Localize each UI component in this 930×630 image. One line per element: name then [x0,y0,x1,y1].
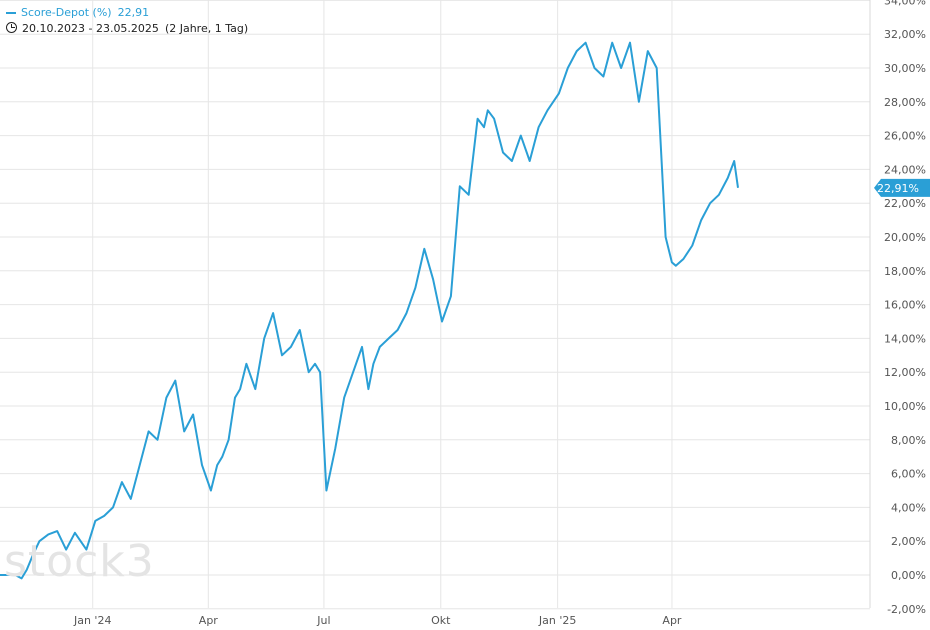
series-line-score-depot [0,41,739,580]
date-range-text: 20.10.2023 - 23.05.2025 [22,22,159,35]
legend-last-value: 22,91 [117,6,150,19]
grid-lines [0,0,871,610]
y-tick-label: 30,00% [884,62,926,75]
date-range-span: (2 Jahre, 1 Tag) [164,22,249,35]
y-tick-label: 8,00% [891,434,926,447]
y-tick-label: 0,00% [891,569,926,582]
y-tick-label: 16,00% [884,299,926,312]
y-tick-label: 18,00% [884,265,926,278]
x-tick-label: Okt [431,614,451,627]
y-tick-label: 34,00% [884,0,926,7]
clock-icon [6,22,17,33]
y-tick-label: 14,00% [884,332,926,345]
legend: Score-Depot (%) 22,91 [6,6,149,19]
y-tick-label: 32,00% [884,28,926,41]
date-range-info: 20.10.2023 - 23.05.2025 (2 Jahre, 1 Tag) [6,22,248,35]
legend-swatch [6,12,16,14]
y-tick-label: 24,00% [884,163,926,176]
y-tick-label: -2,00% [887,603,926,616]
y-tick-label: 28,00% [884,96,926,109]
y-tick-label: 6,00% [891,468,926,481]
y-tick-label: 22,00% [884,197,926,210]
y-tick-label: 4,00% [891,501,926,514]
x-tick-label: Jul [316,614,330,627]
legend-series-name: Score-Depot (%) [21,6,112,19]
x-tick-label: Jan '24 [73,614,111,627]
y-tick-label: 20,00% [884,231,926,244]
x-tick-label: Apr [662,614,682,627]
watermark-logo: stock3 [4,536,155,587]
current-value-label: 22,91% [877,182,919,195]
x-axis-ticks: Jan '24 Apr Jul Okt Jan '25 Apr [73,614,682,627]
x-tick-label: Apr [199,614,219,627]
x-tick-label: Jan '25 [538,614,576,627]
current-value-badge: 22,91% [874,178,930,197]
y-axis-ticks: -2,00% 0,00% 2,00% 4,00% 6,00% 8,00% 10,00% 12,… [884,0,926,616]
y-tick-label: 10,00% [884,400,926,413]
y-tick-label: 26,00% [884,130,926,143]
y-tick-label: 12,00% [884,366,926,379]
y-tick-label: 2,00% [891,535,926,548]
